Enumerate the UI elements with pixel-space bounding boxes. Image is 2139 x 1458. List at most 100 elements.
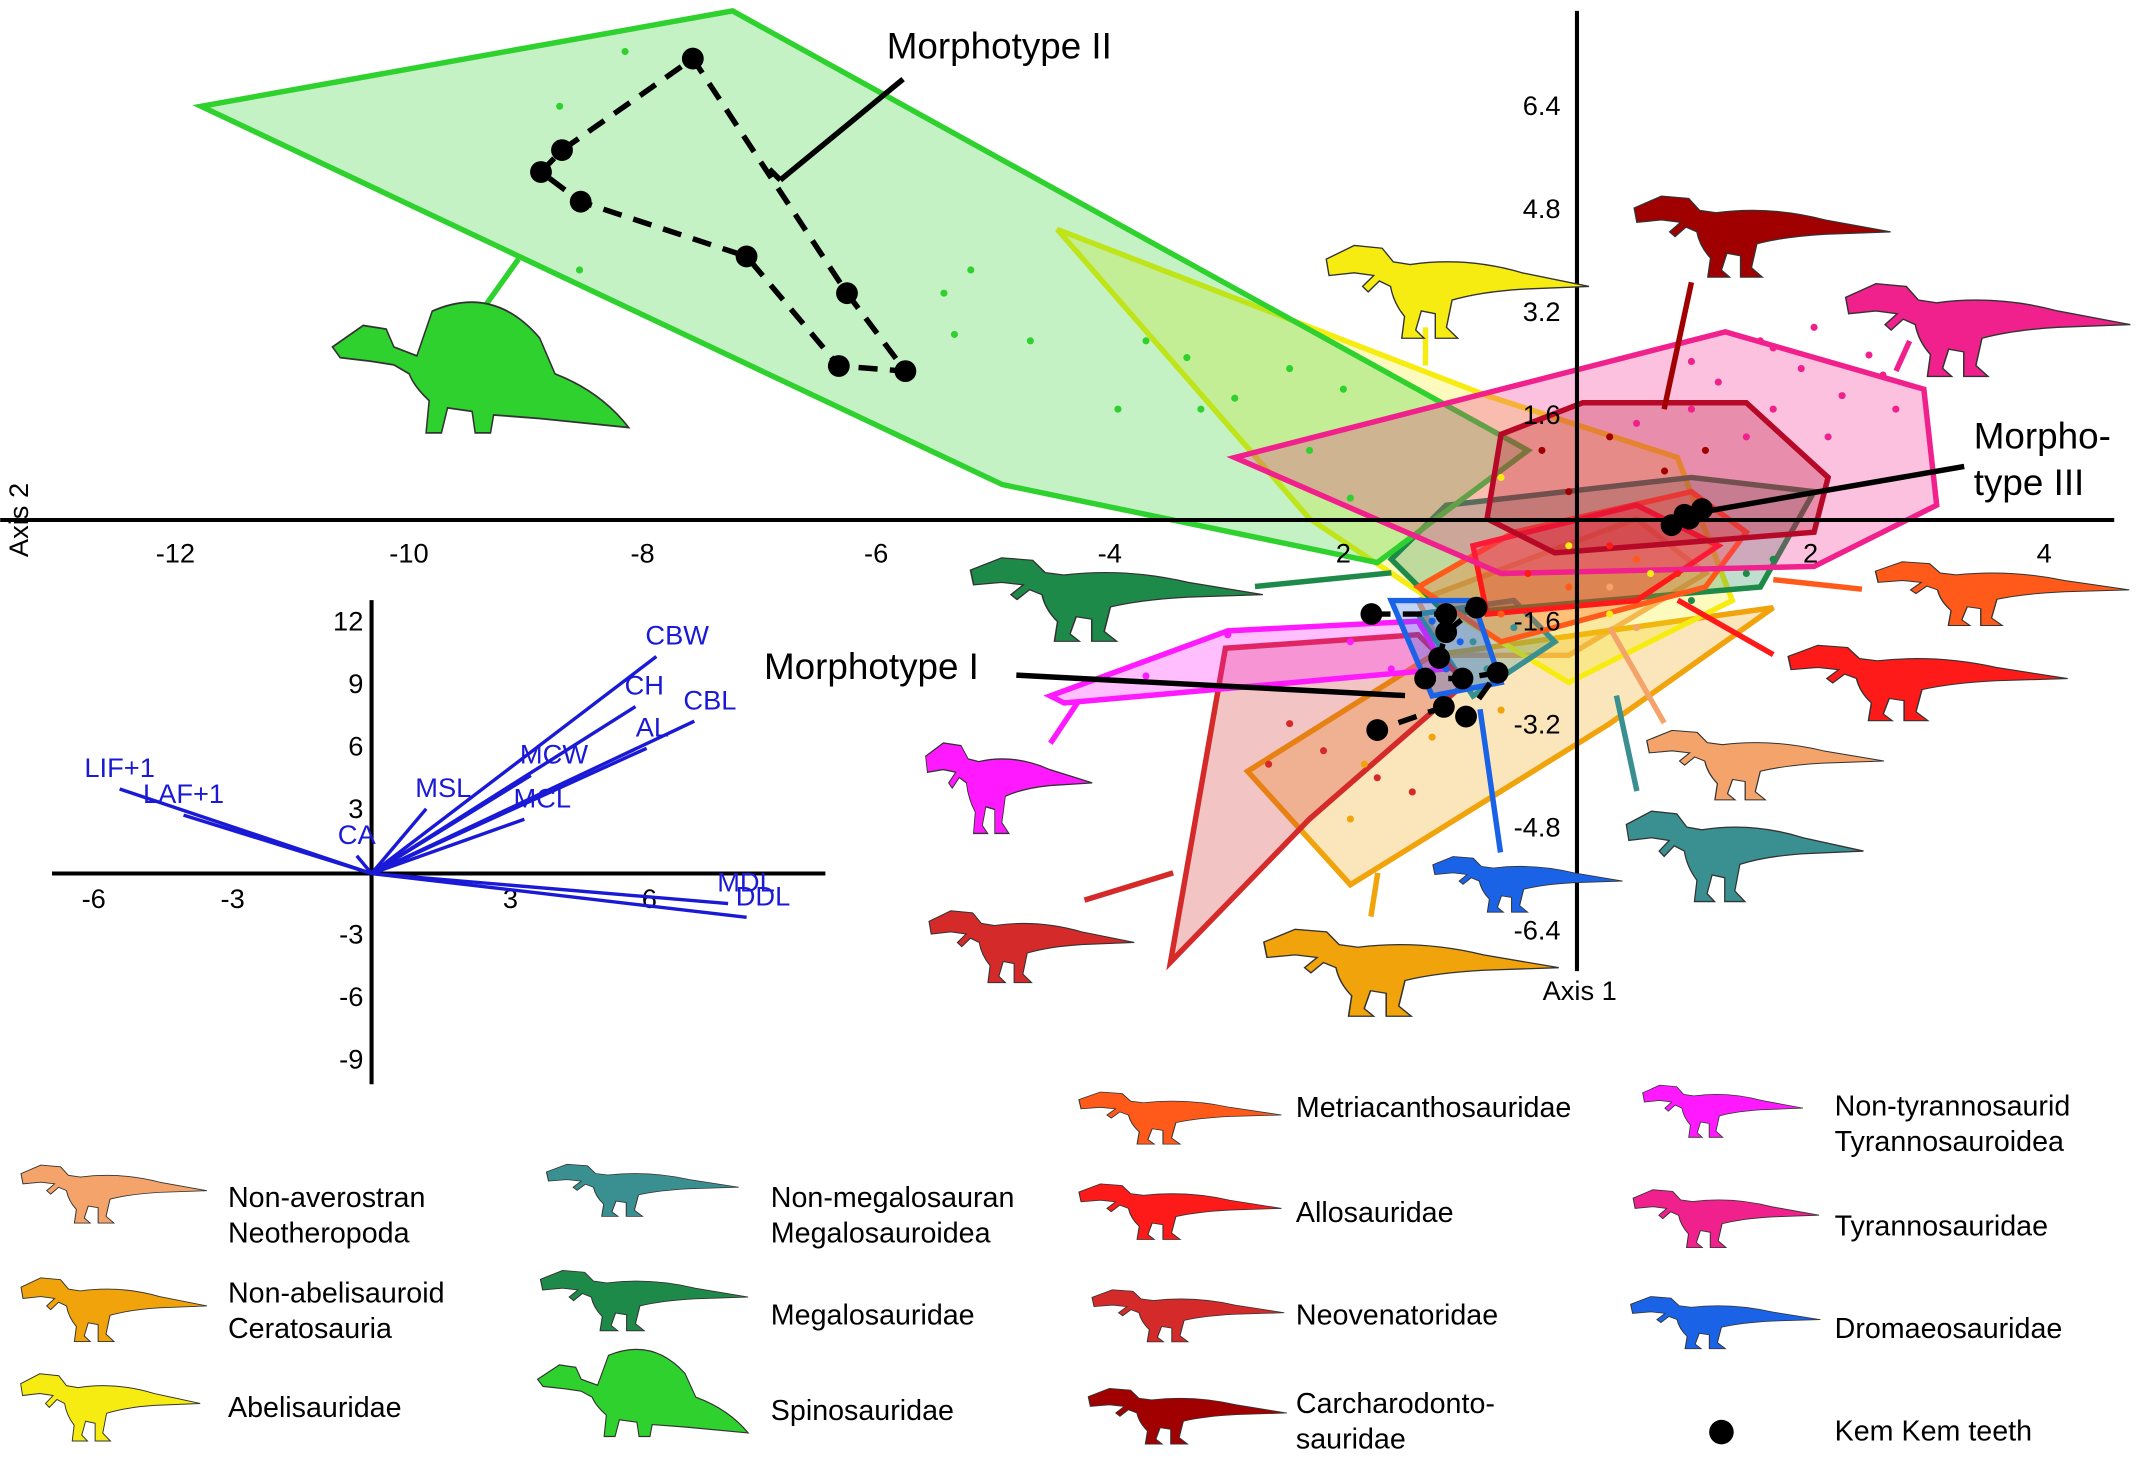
vector-label: CBW [645,620,709,651]
vector-label: MDL [717,867,775,898]
data-point [1769,555,1777,563]
overlay: -12 -10 -8 -6 -4 2 2 4 6.4 4.8 3.2 1.6 -1.6 -3.2 -4.8 -… [0,10,2132,1455]
silhouette [924,742,1093,835]
group-hull [1484,399,1832,556]
silhouette [928,910,1135,984]
data-point [1197,405,1205,413]
vector-label: CA [338,819,377,850]
leader-line [1048,700,1080,745]
kem-kem-tooth [1465,596,1488,619]
data-point [1538,446,1546,454]
morphotype-label-box: Morpho- type III [1973,415,2111,503]
leader-line [1893,339,1913,373]
data-point [1647,569,1655,578]
data-point [1687,357,1695,366]
data-point [1565,583,1573,591]
data-point [1524,617,1532,625]
legend-swatch [1630,1296,1821,1350]
silhouette [1844,282,2132,378]
legend-swatch [1078,1091,1283,1145]
silhouette [969,557,1264,643]
data-point [1456,638,1464,646]
data-point [1565,542,1573,550]
data-point [1387,665,1395,673]
silhouette [1625,810,1865,903]
vector-label: CBL [683,684,736,715]
data-point [1510,624,1518,632]
data-point [1339,385,1347,393]
kem-kem-tooth [551,139,573,162]
data-point [1632,419,1641,427]
legend-label: Megalosauridae [770,1299,975,1331]
vector-label: DDL [736,880,791,911]
kem-kem-tooth [1360,603,1383,625]
legend-label: Non-megalosauran Megalosauroidea [770,1182,1015,1250]
legend-label: Non-averostran Neotheropoda [227,1182,426,1250]
data-point [1026,337,1034,345]
y-tick-label: -9 [339,1044,363,1075]
data-point [1606,433,1614,441]
loading-vector [371,871,729,906]
legend-label-box: Spinosauridae [771,1395,954,1426]
x-axis-label: Axis 1 [1543,975,1617,1006]
kem-kem-tooth [827,355,850,377]
legend-label: Tyrannosauridae [1834,1210,2049,1243]
data-point [1810,323,1818,331]
y-tick-label: -3 [339,918,363,949]
data-point [940,289,948,297]
silhouette [1633,195,1892,278]
data-point [1428,733,1436,741]
legend-swatch [20,1277,208,1343]
data-point [1373,774,1381,782]
leader-line [1083,870,1174,903]
loading-vector [370,807,428,875]
annotation-leader [1704,463,1965,515]
group-hull [1055,226,1736,686]
data-point [1524,569,1532,578]
leader-line [1368,872,1381,917]
annotation-leader [778,76,905,183]
data-point [1142,672,1150,680]
y-tick-label: 6 [348,730,363,761]
data-point [1769,405,1777,413]
legend-label-box: Non-averostran Neotheropoda [227,1182,426,1250]
morphotype-label: Morpho- type III [1973,415,2111,503]
data-point [1701,446,1709,454]
data-point [1769,344,1777,352]
kem-kem-tooth [1691,498,1713,520]
data-point [1265,760,1273,768]
kem-kem-tooth [1486,661,1509,684]
loading-vector [370,705,637,875]
kem-kem-tooth [530,161,552,183]
legend-label: Allosauridae [1295,1197,1454,1229]
leader-line [1613,695,1640,792]
y-tick-label: -3.2 [1514,708,1561,739]
legend-label-box: Carcharodonto- sauridae [1296,1388,1495,1455]
kem-kem-tooth [1366,719,1389,741]
data-point [1879,371,1887,379]
kem-kem-tooth [1432,695,1455,718]
data-point [1183,354,1191,362]
legend-swatch [1642,1084,1804,1138]
morphotype-label: Morphotype I [763,646,979,688]
silhouette [1432,856,1624,913]
legend-label: Dromaeosauridae [1834,1313,2063,1345]
kem-kem-tooth [1428,646,1451,669]
hulls [192,8,1940,971]
silhouette [1874,561,2130,627]
data-point [1892,405,1900,413]
kem-kem-tooth [836,282,858,305]
x-tick-label: -8 [630,538,654,569]
data-point [1824,433,1832,441]
x-tick-label: -3 [221,883,245,914]
data-point [1346,638,1354,646]
legend-label-box: Dromaeosauridae [1834,1313,2063,1345]
data-point [1360,760,1368,768]
legend-label: Abelisauridae [227,1392,402,1424]
leader-line [1676,597,1775,658]
y-tick-label: 9 [348,668,363,699]
data-point [556,102,564,110]
legend-label-box: Megalosauridae [770,1299,975,1331]
y-tick-label: 3 [348,793,363,824]
data-point [1142,337,1150,345]
